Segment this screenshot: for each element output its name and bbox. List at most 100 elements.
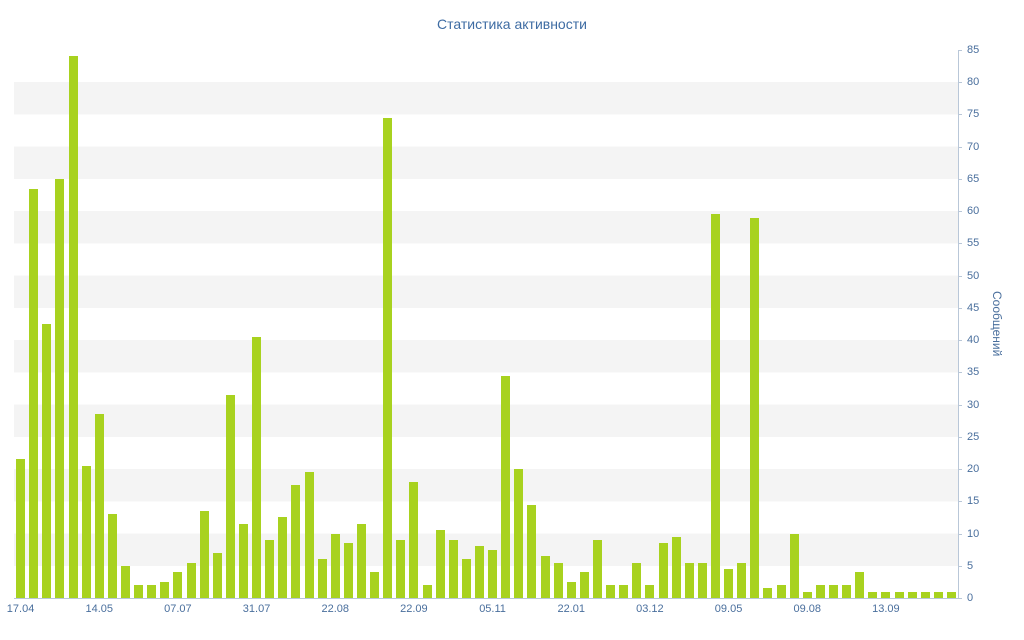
- bar: [501, 375, 511, 598]
- y-axis-tick: [958, 533, 962, 535]
- x-axis-tick-label: 05.11: [479, 603, 506, 615]
- bar: [540, 556, 550, 598]
- x-axis-tick-label: 17.04: [6, 603, 35, 615]
- y-axis-line: [958, 50, 959, 599]
- y-axis-tick: [958, 372, 962, 374]
- y-axis-tick-label: 50: [967, 269, 980, 282]
- y-axis-tick-label: 75: [967, 108, 980, 121]
- y-axis-tick-label: 70: [967, 140, 980, 153]
- bar: [789, 533, 799, 598]
- bar: [422, 585, 432, 598]
- bar: [802, 591, 812, 598]
- bar: [55, 178, 65, 598]
- y-axis-tick: [958, 404, 962, 406]
- bar: [868, 591, 878, 598]
- y-axis-tick: [958, 114, 962, 116]
- bar: [907, 591, 917, 598]
- bar: [42, 324, 52, 598]
- bar: [225, 394, 235, 598]
- y-axis-tick-label: 45: [967, 301, 980, 314]
- bar: [304, 472, 314, 598]
- bar: [291, 485, 301, 598]
- x-axis-tick-label: 13.09: [872, 603, 900, 615]
- y-axis-tick-label: 55: [967, 237, 980, 250]
- bar: [606, 585, 616, 598]
- y-axis-tick-label: 20: [967, 463, 980, 476]
- y-axis-tick: [958, 307, 962, 309]
- y-axis-tick-label: 80: [967, 76, 980, 89]
- x-axis-tick-label: 22.09: [400, 603, 428, 615]
- bar: [120, 565, 130, 598]
- bar: [645, 585, 655, 598]
- bar: [238, 523, 248, 598]
- bar: [710, 214, 720, 598]
- bar: [409, 481, 419, 598]
- plot-area: [14, 50, 958, 598]
- bar: [435, 530, 445, 598]
- bar: [553, 562, 563, 598]
- bar: [815, 585, 825, 598]
- bar: [252, 336, 262, 598]
- x-axis-tick-label: 14.05: [85, 603, 113, 615]
- y-axis-tick: [958, 436, 962, 438]
- chart-title: Статистика активности: [437, 16, 587, 32]
- x-axis-tick-label: 31.07: [242, 603, 271, 615]
- bar: [592, 539, 602, 598]
- x-axis-line: [14, 598, 958, 599]
- y-axis-tick-label: 10: [967, 527, 980, 540]
- y-axis-tick-label: 85: [967, 44, 980, 56]
- bar: [186, 562, 196, 598]
- bar: [527, 504, 537, 598]
- y-axis-tick: [958, 146, 962, 148]
- bar: [147, 585, 157, 598]
- bar: [488, 549, 498, 598]
- x-axis-tick-label: 07.07: [164, 603, 192, 615]
- bar: [461, 559, 471, 598]
- bar: [619, 585, 629, 598]
- y-axis-tick-label: 40: [967, 334, 980, 347]
- y-axis-tick: [958, 340, 962, 342]
- x-axis-tick-label: 03.12: [636, 603, 664, 615]
- bar: [278, 517, 288, 598]
- bar: [356, 523, 366, 598]
- bar: [160, 581, 170, 598]
- bar: [632, 562, 642, 598]
- y-axis-tick: [958, 469, 962, 471]
- bar: [658, 543, 668, 598]
- bar: [920, 591, 930, 598]
- bar: [317, 559, 327, 598]
- y-axis-tick-label: 0: [967, 592, 974, 604]
- bar: [199, 510, 209, 598]
- y-axis-tick: [958, 82, 962, 84]
- bar-series: [14, 50, 958, 598]
- bar: [855, 572, 865, 598]
- bar: [566, 581, 576, 598]
- bar: [81, 465, 91, 598]
- bar: [724, 569, 734, 598]
- bar: [94, 414, 104, 598]
- y-axis-tick-label: 35: [967, 366, 980, 379]
- bar: [16, 459, 26, 598]
- bar: [737, 562, 747, 598]
- bar: [776, 585, 786, 598]
- bar: [842, 585, 852, 598]
- y-axis-tick-label: 15: [967, 495, 980, 508]
- bar: [828, 585, 838, 598]
- y-axis-tick-label: 65: [967, 172, 980, 185]
- y-axis-tick: [958, 211, 962, 213]
- bar: [514, 469, 524, 598]
- bar: [671, 536, 681, 598]
- y-axis: 0 5 10 15 20 25 30 35 40 45 50 55 60 65 70 75 80 85: [958, 0, 998, 640]
- bar: [697, 562, 707, 598]
- bar: [173, 572, 183, 598]
- bar: [579, 572, 589, 598]
- y-axis-tick-label: 5: [967, 559, 974, 572]
- y-axis-tick: [958, 50, 962, 51]
- y-axis-tick: [958, 243, 962, 245]
- y-axis-tick: [958, 598, 962, 599]
- y-axis-tick-label: 30: [967, 398, 980, 411]
- bar: [134, 585, 144, 598]
- bar: [343, 543, 353, 598]
- bar: [265, 539, 275, 598]
